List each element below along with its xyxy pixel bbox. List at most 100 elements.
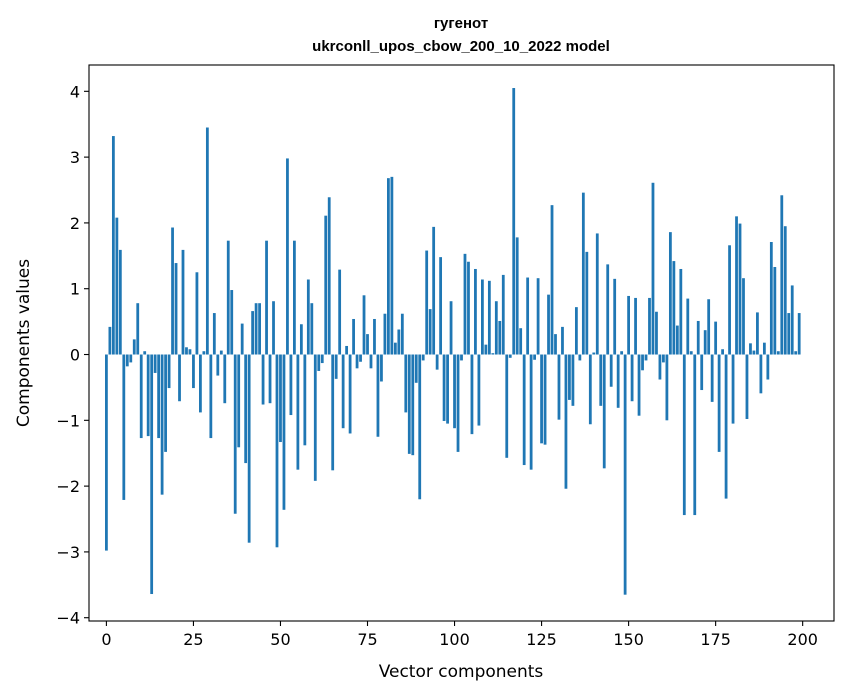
bar-184 <box>745 354 749 419</box>
bar-73 <box>359 354 362 362</box>
bar-157 <box>651 182 655 355</box>
bar-46 <box>265 240 268 355</box>
bar-58 <box>306 279 310 355</box>
bar-0 <box>105 354 108 551</box>
bar-51 <box>282 354 286 510</box>
bar-33 <box>219 350 223 355</box>
bar-61 <box>317 354 321 371</box>
bar-188 <box>759 354 763 394</box>
bar-139 <box>588 354 592 425</box>
bar-151 <box>630 354 634 402</box>
x-tick-label: 50 <box>270 630 290 649</box>
bar-149 <box>623 354 627 595</box>
x-tick-label: 175 <box>700 630 731 649</box>
bar-162 <box>668 232 672 355</box>
bar-160 <box>662 354 665 363</box>
bar-30 <box>209 354 213 439</box>
bar-168 <box>689 351 693 355</box>
bar-133 <box>568 354 571 400</box>
bar-159 <box>658 354 662 380</box>
bar-53 <box>289 354 293 416</box>
bar-20 <box>174 263 178 355</box>
bar-165 <box>679 268 683 355</box>
bar-41 <box>247 354 251 543</box>
bar-124 <box>536 278 540 355</box>
bar-50 <box>279 354 282 443</box>
bar-150 <box>627 295 630 355</box>
bar-198 <box>794 351 798 355</box>
bar-6 <box>125 354 129 367</box>
bar-98 <box>446 354 449 424</box>
x-tick-label: 200 <box>787 630 818 649</box>
bar-154 <box>641 354 644 371</box>
bar-67 <box>338 269 342 355</box>
bar-120 <box>522 354 526 466</box>
bar-131 <box>561 326 564 355</box>
bar-185 <box>749 343 752 355</box>
bar-82 <box>390 176 394 355</box>
bar-92 <box>425 250 429 355</box>
bar-7 <box>129 354 133 363</box>
bar-104 <box>467 261 470 355</box>
bar-48 <box>272 301 275 355</box>
bar-136 <box>578 354 582 361</box>
bar-118 <box>515 237 519 355</box>
bar-66 <box>334 354 338 379</box>
bar-62 <box>320 354 324 364</box>
bar-84 <box>397 329 401 355</box>
bar-4 <box>118 249 122 355</box>
bar-56 <box>299 324 303 355</box>
bar-97 <box>442 354 446 421</box>
bar-39 <box>240 323 244 355</box>
bar-111 <box>491 353 495 355</box>
bar-170 <box>696 320 700 355</box>
bar-189 <box>762 342 766 355</box>
bar-102 <box>460 354 463 361</box>
y-tick-label: 1 <box>70 280 80 299</box>
bar-87 <box>407 354 411 454</box>
y-axis-label: Components values <box>14 259 34 427</box>
y-tick-label: −2 <box>56 477 80 496</box>
bar-199 <box>797 313 801 355</box>
bar-38 <box>237 354 241 448</box>
bar-155 <box>644 354 648 361</box>
bar-88 <box>411 354 415 456</box>
bar-116 <box>508 354 512 358</box>
bar-190 <box>766 354 770 380</box>
bar-115 <box>505 354 509 458</box>
bar-79 <box>380 354 383 382</box>
bar-143 <box>602 354 606 469</box>
bar-117 <box>512 88 516 355</box>
bar-52 <box>286 158 289 355</box>
bar-108 <box>481 279 484 355</box>
bar-109 <box>484 344 488 355</box>
bar-22 <box>181 249 185 355</box>
bar-179 <box>728 245 731 355</box>
bar-16 <box>160 354 164 495</box>
x-tick-label: 100 <box>439 630 470 649</box>
bar-71 <box>352 318 355 355</box>
bar-37 <box>233 354 237 514</box>
bar-195 <box>783 226 787 355</box>
bar-186 <box>752 350 756 355</box>
bar-193 <box>776 351 780 355</box>
bar-121 <box>526 277 530 355</box>
bar-122 <box>529 354 533 470</box>
bar-70 <box>348 354 352 434</box>
y-tick-label: 0 <box>70 346 80 365</box>
bar-76 <box>369 354 373 369</box>
bar-167 <box>686 298 690 355</box>
plot-frame <box>88 64 835 622</box>
bar-65 <box>331 354 335 471</box>
bar-78 <box>376 354 380 437</box>
x-axis-ticks: 0 25 50 75 100 125 150 175 200 <box>101 621 818 649</box>
x-tick-label: 75 <box>357 630 377 649</box>
bar-130 <box>557 354 561 420</box>
bar-194 <box>780 195 784 355</box>
bar-25 <box>192 354 195 389</box>
bar-60 <box>313 354 317 481</box>
bar-35 <box>226 240 230 355</box>
bar-77 <box>373 318 376 355</box>
bar-2 <box>111 136 115 355</box>
